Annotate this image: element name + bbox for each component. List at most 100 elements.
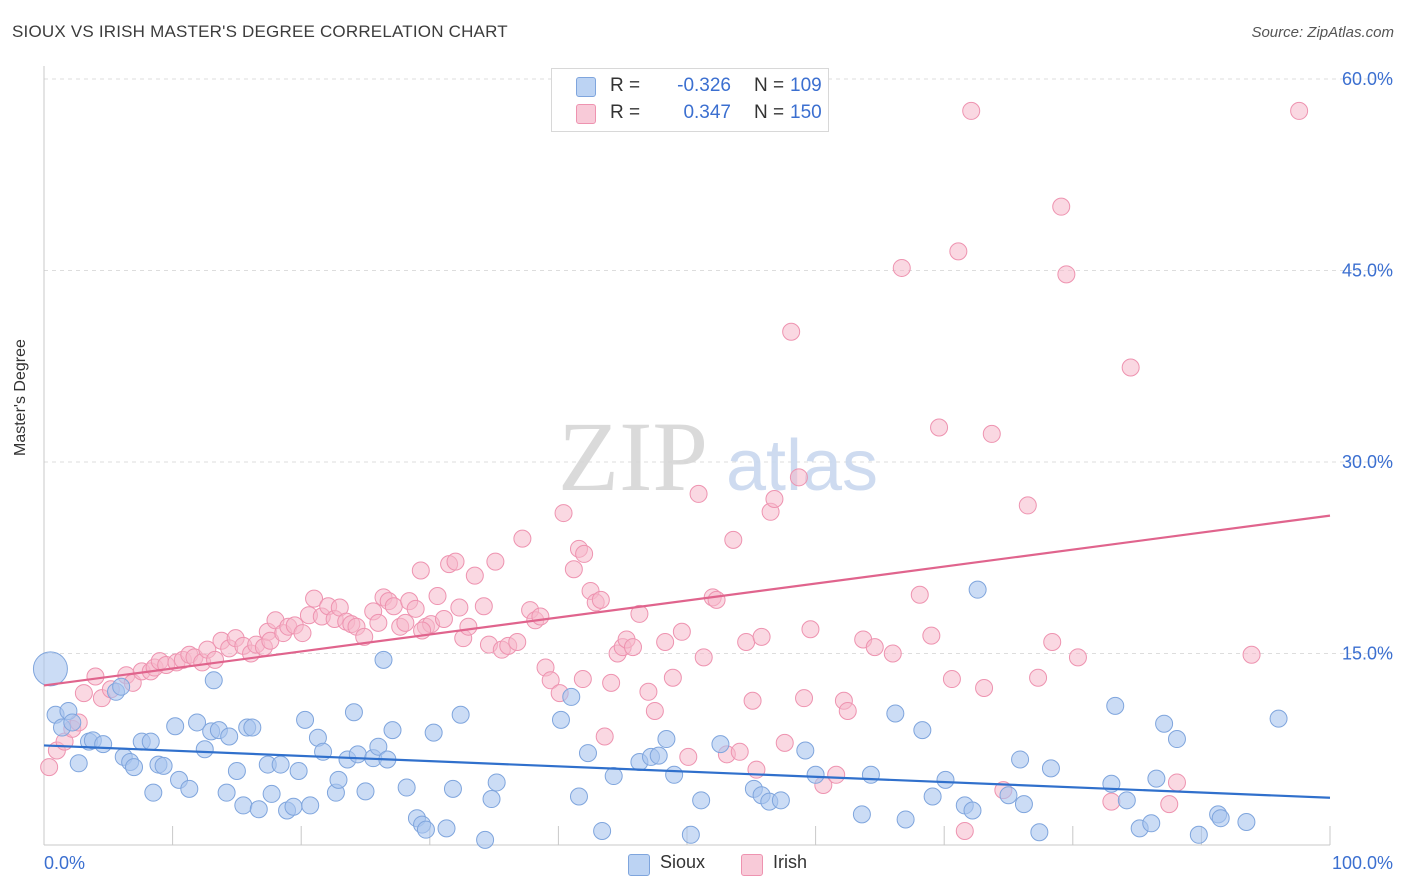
- source-credit: Source: ZipAtlas.com: [1251, 24, 1394, 41]
- irish-point: [513, 529, 532, 548]
- irish-point: [639, 682, 658, 701]
- irish-point: [595, 727, 614, 746]
- irish-point: [554, 504, 573, 523]
- legend-r-value: -0.326: [677, 75, 731, 96]
- irish-point: [86, 667, 105, 686]
- irish-point: [975, 678, 994, 697]
- sioux-point: [1014, 795, 1033, 814]
- irish-point: [789, 468, 808, 487]
- irish-point: [982, 424, 1001, 443]
- sioux-point: [796, 741, 815, 760]
- irish-point: [752, 627, 771, 646]
- irish-point: [865, 638, 884, 657]
- trend-lines: [43, 514, 1331, 799]
- sioux-point: [416, 820, 435, 839]
- irish-swatch: [576, 104, 596, 124]
- sioux-point: [69, 754, 88, 773]
- irish-point: [355, 627, 374, 646]
- legend-n-label: N =: [754, 102, 785, 123]
- chart-title: SIOUX VS IRISH MASTER'S DEGREE CORRELATI…: [12, 22, 508, 41]
- sioux-point: [482, 790, 501, 809]
- irish-point: [737, 633, 756, 652]
- irish-point: [782, 322, 801, 341]
- sioux-legend-label: Sioux: [660, 852, 706, 872]
- irish-trend-line: [43, 514, 1331, 687]
- watermark: ZIP atlas: [558, 401, 878, 512]
- irish-point: [922, 626, 941, 645]
- irish-point: [396, 613, 415, 632]
- sioux-point: [1237, 813, 1256, 832]
- irish-point: [827, 765, 846, 784]
- irish-point: [74, 684, 93, 703]
- sioux-point: [1041, 759, 1060, 778]
- sioux-point: [125, 758, 144, 777]
- sioux-point: [32, 651, 68, 687]
- sioux-point: [1106, 696, 1125, 715]
- sioux-point: [569, 787, 588, 806]
- irish-point: [838, 701, 857, 720]
- sioux-point: [999, 786, 1018, 805]
- irish-point: [434, 610, 453, 629]
- legend-n-value: 150: [790, 102, 822, 123]
- irish-point: [305, 589, 324, 608]
- sioux-point: [968, 580, 987, 599]
- irish-point: [949, 242, 968, 261]
- sioux-point: [711, 735, 730, 754]
- irish-point: [775, 733, 794, 752]
- irish-point: [428, 587, 447, 606]
- irish-point: [645, 701, 664, 720]
- irish-point: [293, 624, 312, 643]
- irish-point: [541, 671, 560, 690]
- sioux-point: [356, 782, 375, 801]
- sioux-point: [562, 687, 581, 706]
- irish-point: [575, 544, 594, 563]
- irish-point: [656, 633, 675, 652]
- irish-point: [411, 561, 430, 580]
- irish-point: [930, 418, 949, 437]
- sioux-point: [301, 796, 320, 815]
- irish-point: [743, 691, 762, 710]
- irish-point: [910, 585, 929, 604]
- sioux-point: [180, 779, 199, 798]
- irish-point: [486, 552, 505, 571]
- irish-point: [955, 821, 974, 840]
- irish-point: [1167, 773, 1186, 792]
- irish-point: [1102, 792, 1121, 811]
- sioux-point: [852, 805, 871, 824]
- sioux-point: [1011, 750, 1030, 769]
- sioux-point: [604, 767, 623, 786]
- irish-point: [474, 597, 493, 616]
- sioux-point: [476, 830, 495, 849]
- irish-point: [450, 598, 469, 617]
- sioux-point: [112, 677, 131, 696]
- irish-point: [962, 101, 981, 120]
- sioux-point: [144, 783, 163, 802]
- irish-point: [459, 617, 478, 636]
- sioux-point: [397, 778, 416, 797]
- sioux-point: [1155, 714, 1174, 733]
- irish-point: [765, 490, 784, 509]
- irish-point: [573, 670, 592, 689]
- sioux-point: [329, 770, 348, 789]
- sioux-point: [188, 713, 207, 732]
- sioux-swatch: [576, 77, 596, 97]
- y-axis-label: Master's Degree: [12, 339, 29, 456]
- sioux-point: [923, 787, 942, 806]
- irish-point: [465, 566, 484, 585]
- irish-point: [672, 622, 691, 641]
- irish-point: [1018, 496, 1037, 515]
- legend-r-label: R =: [610, 102, 641, 123]
- irish-point: [694, 648, 713, 667]
- sioux-points: [32, 580, 1288, 849]
- sioux-point: [369, 737, 388, 756]
- irish-point: [1029, 668, 1048, 687]
- irish-point: [1057, 265, 1076, 284]
- y-tick-label: 30.0%: [1342, 452, 1393, 472]
- sioux-point: [166, 717, 185, 736]
- irish-point: [724, 530, 743, 549]
- sioux-point: [348, 745, 367, 764]
- irish-point: [206, 650, 225, 669]
- irish-point: [883, 644, 902, 663]
- irish-point: [508, 633, 527, 652]
